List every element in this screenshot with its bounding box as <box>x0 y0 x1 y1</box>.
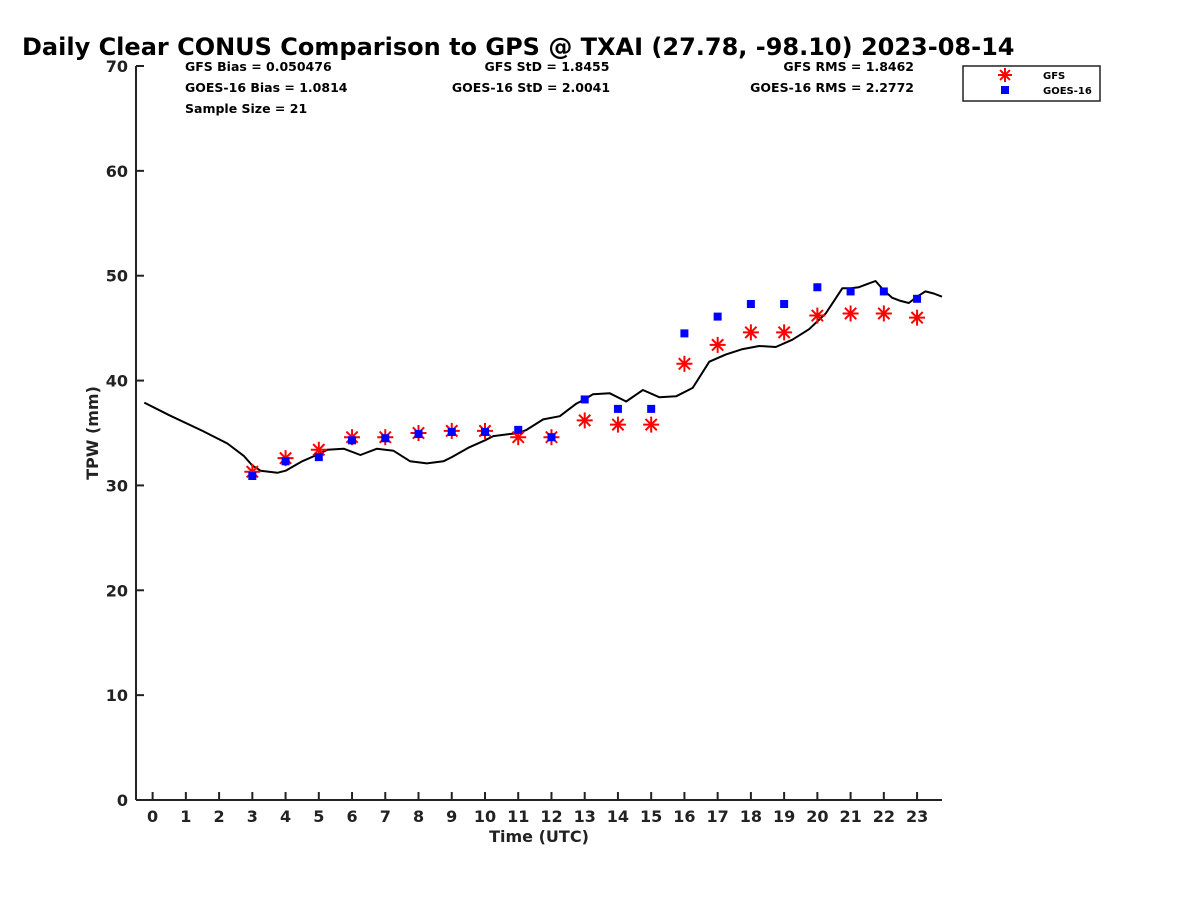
y-tick-label: 70 <box>106 57 128 76</box>
x-tick-label: 4 <box>280 807 291 826</box>
gfs-point <box>643 416 660 433</box>
goes16-point <box>879 287 888 296</box>
x-tick-label: 8 <box>413 807 424 826</box>
chart-title: Daily Clear CONUS Comparison to GPS @ TX… <box>22 33 1014 61</box>
x-tick-label: 17 <box>707 807 729 826</box>
x-tick-label: 0 <box>147 807 158 826</box>
y-tick-label: 50 <box>106 267 128 286</box>
gfs-point <box>776 324 793 341</box>
stat-goes-std: GOES-16 StD = 2.0041 <box>452 80 610 95</box>
stat-sample-size: Sample Size = 21 <box>185 101 307 116</box>
y-tick-label: 30 <box>106 476 128 495</box>
x-tick-label: 12 <box>540 807 562 826</box>
x-tick-label: 23 <box>906 807 928 826</box>
goes16-point <box>846 287 855 296</box>
goes16-point <box>414 430 423 439</box>
goes16-point <box>281 457 290 466</box>
y-tick-label: 10 <box>106 686 128 705</box>
x-tick-label: 3 <box>247 807 258 826</box>
legend-gfs-label: GFS <box>1043 71 1065 82</box>
x-tick-label: 7 <box>380 807 391 826</box>
goes16-point <box>780 300 789 309</box>
x-tick-label: 19 <box>773 807 795 826</box>
gfs-point <box>676 355 693 372</box>
stat-gfs-rms: GFS RMS = 1.8462 <box>783 59 914 74</box>
x-ticks: 0 1 2 3 4 5 6 7 8 9 10 11 12 13 14 15 16 17 18 19 20 21 22 23 <box>147 792 928 826</box>
goes16-point <box>580 395 589 404</box>
x-tick-label: 21 <box>839 807 861 826</box>
legend: GFS GOES-16 <box>962 65 1101 102</box>
legend-gfs-asterisk-icon <box>998 68 1012 82</box>
x-tick-label: 15 <box>640 807 662 826</box>
stat-gfs-std: GFS StD = 1.8455 <box>485 59 610 74</box>
legend-gfs-asterisk-mark <box>998 68 1012 82</box>
series-layer <box>143 280 943 480</box>
stat-gfs-bias: GFS Bias = 0.050476 <box>185 59 332 74</box>
gfs-point <box>809 307 826 324</box>
goes16-point <box>680 329 689 338</box>
gfs-point <box>576 412 593 429</box>
stat-goes-rms: GOES-16 RMS = 2.2772 <box>750 80 914 95</box>
x-tick-label: 11 <box>507 807 529 826</box>
x-tick-label: 20 <box>806 807 828 826</box>
x-tick-label: 2 <box>214 807 225 826</box>
gfs-point <box>709 336 726 353</box>
x-tick-label: 1 <box>180 807 191 826</box>
legend-goes-square-icon <box>1001 86 1009 94</box>
gfs-point <box>842 305 859 322</box>
y-ticks: 0 10 20 30 40 50 60 70 <box>106 57 144 810</box>
y-axis-label: TPW (mm) <box>83 386 102 480</box>
goes16-point <box>713 312 722 321</box>
x-tick-label: 10 <box>474 807 496 826</box>
goes16-point <box>547 433 556 442</box>
y-tick-label: 20 <box>106 581 128 600</box>
goes16-point <box>514 425 523 434</box>
goes16-point <box>348 436 357 445</box>
x-axis-label: Time (UTC) <box>489 827 589 846</box>
legend-goes-label: GOES-16 <box>1043 86 1092 97</box>
gfs-point <box>609 416 626 433</box>
gfs-point <box>742 324 759 341</box>
x-tick-label: 18 <box>740 807 762 826</box>
gfs-point <box>909 309 926 326</box>
legend-box <box>962 65 1101 102</box>
x-tick-label: 16 <box>673 807 695 826</box>
x-tick-label: 22 <box>873 807 895 826</box>
goes16-point <box>613 404 622 413</box>
x-tick-label: 6 <box>346 807 357 826</box>
x-tick-label: 13 <box>574 807 596 826</box>
goes16-point <box>813 283 822 292</box>
goes16-point <box>647 404 656 413</box>
goes16-point <box>248 471 257 480</box>
goes16-point <box>913 294 922 303</box>
gfs-point <box>875 305 892 322</box>
x-tick-label: 14 <box>607 807 629 826</box>
goes16-point <box>480 427 489 436</box>
stat-goes-bias: GOES-16 Bias = 1.0814 <box>185 80 348 95</box>
x-tick-label: 5 <box>313 807 324 826</box>
y-tick-label: 40 <box>106 372 128 391</box>
goes16-point <box>447 427 456 436</box>
goes16-point <box>314 453 323 462</box>
y-tick-label: 60 <box>106 162 128 181</box>
y-tick-label: 0 <box>117 791 128 810</box>
x-tick-label: 9 <box>446 807 457 826</box>
goes16-point <box>381 434 390 443</box>
goes16-point <box>746 300 755 309</box>
